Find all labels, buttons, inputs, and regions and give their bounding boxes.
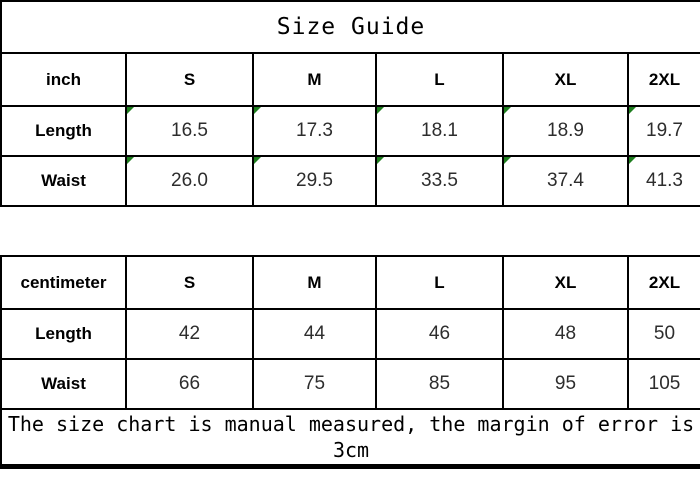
size-value: 44: [303, 323, 326, 344]
size-value: 105: [648, 373, 681, 394]
unit-header: inch: [0, 52, 127, 107]
size-value: 42: [178, 323, 201, 344]
size-value: 46: [428, 323, 451, 344]
size-header: L: [375, 255, 504, 310]
size-header: S: [125, 52, 254, 107]
size-value: 37.4: [547, 170, 584, 191]
size-header: XL: [502, 52, 629, 107]
size-value-cell: 17.3: [252, 105, 377, 157]
size-table-inch: Size Guide inch S M L XL 2XL Length 16.5…: [0, 0, 700, 207]
size-value-cell: 105: [627, 358, 700, 410]
size-header: 2XL: [626, 52, 700, 107]
size-header: XL: [502, 255, 629, 310]
size-value-cell: 75: [252, 358, 377, 410]
size-value: 19.7: [646, 120, 683, 141]
page-title: Size Guide: [0, 0, 700, 54]
table-row-length-cm: Length 42 44 46 48 50: [0, 308, 700, 360]
row-label: Waist: [0, 155, 127, 207]
size-value-cell: 18.9: [502, 105, 629, 157]
row-label: Length: [0, 105, 127, 157]
excel-marker-icon: [505, 158, 511, 164]
size-value: 17.3: [296, 120, 333, 141]
size-value-cell: 42: [125, 308, 254, 360]
unit-header: centimeter: [0, 255, 127, 310]
table-spacer: [0, 207, 700, 255]
measurement-disclaimer: The size chart is manual measured, the m…: [0, 408, 700, 469]
size-value-cell: 29.5: [252, 155, 377, 207]
size-value-cell: 50: [627, 308, 700, 360]
size-header: M: [252, 52, 377, 107]
table-row-waist-cm: Waist 66 75 85 95 105: [0, 358, 700, 410]
excel-marker-icon: [378, 158, 384, 164]
size-value-cell: 41.3: [626, 155, 700, 207]
size-value: 26.0: [171, 170, 208, 191]
size-value-cell: 19.7: [626, 105, 700, 157]
table-row-length-inch: Length 16.5 17.3 18.1 18.9 19.7: [0, 105, 700, 157]
size-table-centimeter: centimeter S M L XL 2XL Length 42 44 46 …: [0, 255, 700, 469]
size-value-cell: 95: [502, 358, 629, 410]
size-value: 66: [178, 373, 201, 394]
size-value: 16.5: [171, 120, 208, 141]
footer-note-row: The size chart is manual measured, the m…: [0, 408, 700, 469]
excel-marker-icon: [128, 158, 134, 164]
size-header: L: [375, 52, 504, 107]
size-header: S: [125, 255, 254, 310]
excel-marker-icon: [505, 108, 511, 114]
size-value: 75: [303, 373, 326, 394]
size-value-cell: 48: [502, 308, 629, 360]
size-header: 2XL: [627, 255, 700, 310]
size-value: 29.5: [296, 170, 333, 191]
excel-marker-icon: [255, 108, 261, 114]
title-row: Size Guide: [0, 0, 700, 54]
excel-marker-icon: [630, 158, 636, 164]
size-value: 95: [554, 373, 577, 394]
excel-marker-icon: [630, 108, 636, 114]
size-value-cell: 16.5: [125, 105, 254, 157]
size-value: 33.5: [421, 170, 458, 191]
row-label: Length: [0, 308, 127, 360]
size-value-cell: 44: [252, 308, 377, 360]
header-row-centimeter: centimeter S M L XL 2XL: [0, 255, 700, 310]
excel-marker-icon: [128, 108, 134, 114]
size-value-cell: 26.0: [125, 155, 254, 207]
size-value-cell: 18.1: [375, 105, 504, 157]
excel-marker-icon: [255, 158, 261, 164]
size-value: 85: [428, 373, 451, 394]
table-row-waist-inch: Waist 26.0 29.5 33.5 37.4 41.3: [0, 155, 700, 207]
row-label: Waist: [0, 358, 127, 410]
size-value: 41.3: [646, 170, 683, 191]
size-value-cell: 37.4: [502, 155, 629, 207]
size-value: 48: [554, 323, 577, 344]
size-value-cell: 85: [375, 358, 504, 410]
size-value-cell: 33.5: [375, 155, 504, 207]
size-header: M: [252, 255, 377, 310]
size-value: 18.1: [421, 120, 458, 141]
header-row-inch: inch S M L XL 2XL: [0, 52, 700, 107]
size-value-cell: 46: [375, 308, 504, 360]
size-value: 50: [653, 323, 676, 344]
size-value-cell: 66: [125, 358, 254, 410]
size-value: 18.9: [547, 120, 584, 141]
excel-marker-icon: [378, 108, 384, 114]
